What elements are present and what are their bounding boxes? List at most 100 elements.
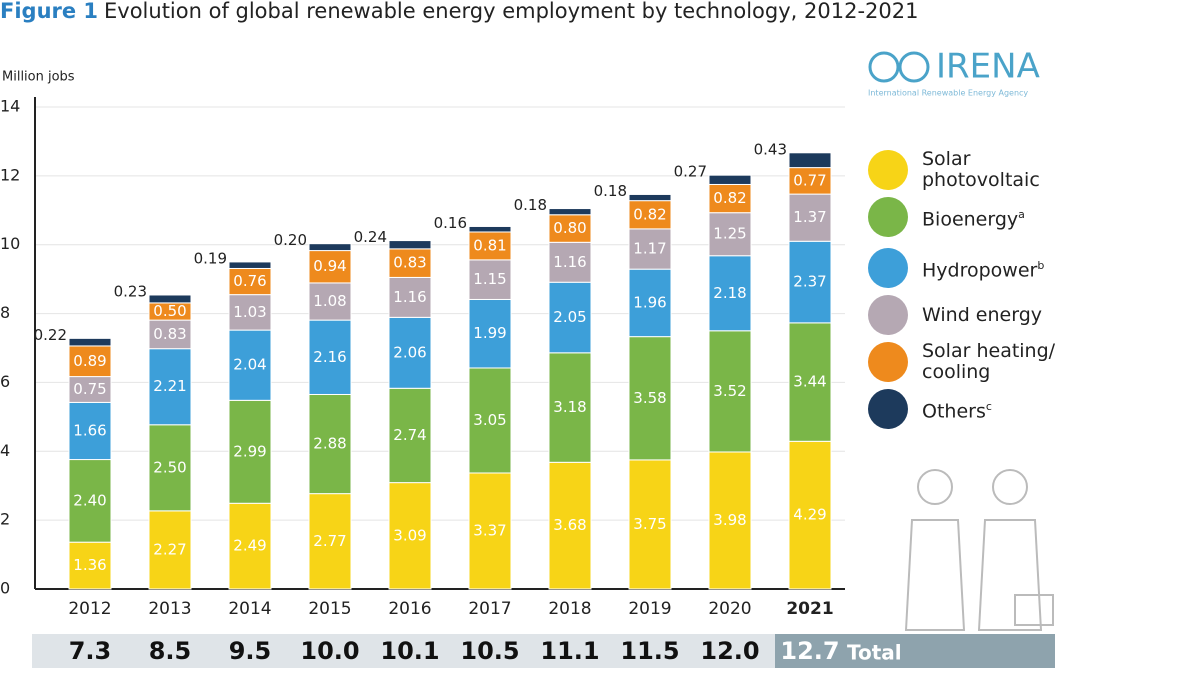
value-label: 0.22	[34, 326, 67, 344]
bar-segment	[228, 267, 272, 296]
legend-item: Hydropowerb	[868, 248, 1072, 288]
value-label: 0.24	[354, 228, 387, 246]
value-label: 3.58	[633, 389, 666, 407]
total-name: Total	[847, 641, 902, 665]
legend-text: Bioenergy	[922, 208, 1019, 231]
legend-item: Bioenergya	[868, 197, 1072, 237]
value-label: 1.99	[473, 324, 506, 342]
value-label: 0.83	[393, 254, 426, 272]
bar-segment	[388, 248, 432, 278]
legend-label: Othersc	[922, 396, 1072, 422]
value-label: 2.50	[153, 458, 186, 476]
y-tick-label: 4	[0, 441, 10, 460]
total-label: 7.3	[69, 637, 112, 665]
bar-segment	[548, 281, 592, 354]
value-label: 0.18	[514, 196, 547, 214]
bar-segment	[388, 316, 432, 389]
bar-segment	[628, 336, 672, 461]
y-tick-label: 14	[0, 97, 20, 116]
bar-segment	[708, 183, 752, 214]
value-label: 2.77	[313, 532, 346, 550]
bar-segment	[68, 376, 112, 403]
value-label: 3.98	[713, 511, 746, 529]
legend-text: Wind energy	[922, 303, 1042, 326]
value-label: 3.18	[553, 398, 586, 416]
value-label: 3.52	[713, 382, 746, 400]
legend-text: Others	[922, 400, 986, 423]
bar-segment	[468, 259, 512, 300]
legend-swatch	[868, 248, 908, 288]
bar-segment	[68, 337, 112, 347]
totals-band	[32, 634, 775, 668]
x-tick-label: 2018	[548, 599, 591, 619]
legend-text: Solar photovoltaic	[922, 148, 1040, 191]
value-label: 2.88	[313, 435, 346, 453]
value-label: 2.37	[793, 273, 826, 291]
value-label: 3.09	[393, 526, 426, 544]
value-label: 0.20	[274, 231, 307, 249]
total-label: 12.7	[780, 637, 839, 665]
legend-swatch	[868, 197, 908, 237]
bar-segment	[308, 319, 352, 395]
value-label: 0.43	[754, 140, 787, 158]
value-label: 1.66	[73, 421, 106, 439]
value-label: 2.74	[393, 426, 426, 444]
y-tick-label: 12	[0, 165, 20, 184]
legend-label: Bioenergya	[922, 204, 1072, 230]
value-label: 0.16	[434, 214, 467, 232]
value-label: 4.29	[793, 506, 826, 524]
legend-note: b	[1037, 258, 1045, 272]
value-label: 0.50	[153, 302, 186, 320]
bar-segment	[388, 240, 432, 250]
value-label: 0.82	[713, 189, 746, 207]
bar-segment	[388, 387, 432, 484]
bar-segment	[148, 510, 192, 590]
x-tick-label: 2013	[148, 599, 191, 619]
value-label: 1.16	[553, 253, 586, 271]
bar-segment	[228, 294, 272, 331]
legend-label: Solar heating/ cooling	[922, 341, 1072, 383]
total-label: 12.0	[700, 637, 759, 665]
value-label: 2.40	[73, 491, 106, 509]
bar-segment	[788, 240, 832, 324]
bar-segment	[388, 276, 432, 318]
value-label: 1.37	[793, 208, 826, 226]
bar-segment	[68, 541, 112, 590]
legend-swatch	[868, 295, 908, 335]
bar-segment	[788, 167, 832, 195]
value-label: 0.75	[73, 380, 106, 398]
value-label: 1.17	[633, 240, 666, 258]
x-tick-label: 2015	[308, 599, 351, 619]
bar-segment	[548, 352, 592, 463]
value-label: 2.04	[233, 356, 266, 374]
legend-item: Solar photovoltaic	[868, 148, 1072, 191]
bar-segment	[68, 401, 112, 461]
value-label: 0.81	[473, 236, 506, 254]
value-label: 1.03	[233, 303, 266, 321]
value-label: 0.77	[793, 171, 826, 189]
bar-segment	[468, 298, 512, 369]
logo-subtitle: International Renewable Energy Agency	[868, 89, 1028, 98]
value-label: 1.15	[473, 270, 506, 288]
bar-segment	[228, 329, 272, 401]
value-label: 0.76	[233, 272, 266, 290]
value-label: 0.23	[114, 282, 147, 300]
bar-segment	[788, 152, 832, 169]
x-tick-label: 2014	[228, 599, 271, 619]
bar-segment	[788, 193, 832, 242]
legend-label: Hydropowerb	[922, 255, 1072, 281]
value-label: 3.44	[793, 373, 826, 391]
legend-swatch	[868, 342, 908, 382]
legend-text: Hydropower	[922, 259, 1038, 282]
x-tick-label: 2021	[786, 599, 833, 619]
bar-segment	[228, 502, 272, 590]
x-tick-label: 2019	[628, 599, 671, 619]
x-tick-label: 2012	[68, 599, 111, 619]
figure-label: Figure 1	[0, 0, 98, 23]
value-label: 1.08	[313, 292, 346, 310]
legend-item: Othersc	[868, 389, 1072, 429]
value-label: 2.21	[153, 377, 186, 395]
bar-segment	[68, 459, 112, 543]
value-label: 2.06	[393, 343, 426, 361]
